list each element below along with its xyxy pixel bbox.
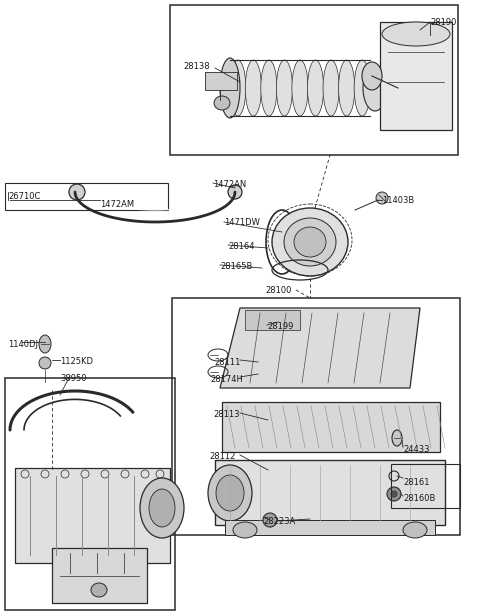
Ellipse shape (376, 192, 388, 204)
Text: 11403B: 11403B (382, 196, 414, 205)
Ellipse shape (140, 478, 184, 538)
Ellipse shape (149, 489, 175, 527)
Ellipse shape (382, 22, 450, 46)
Bar (222, 402, 440, 452)
Ellipse shape (69, 184, 85, 200)
Text: 28160B: 28160B (403, 494, 435, 503)
Ellipse shape (39, 357, 51, 369)
Text: 1472AM: 1472AM (100, 200, 134, 209)
Ellipse shape (233, 522, 257, 538)
Bar (215, 460, 445, 525)
Text: 1471DW: 1471DW (224, 218, 260, 227)
Ellipse shape (276, 60, 292, 116)
Ellipse shape (294, 227, 326, 257)
Bar (391, 464, 460, 508)
Text: 28112: 28112 (209, 452, 235, 461)
Ellipse shape (214, 96, 230, 110)
Text: 28174H: 28174H (210, 375, 243, 384)
Text: 28164: 28164 (228, 242, 254, 251)
Ellipse shape (308, 60, 324, 116)
Ellipse shape (354, 60, 370, 116)
Ellipse shape (39, 335, 51, 353)
Ellipse shape (323, 60, 339, 116)
Ellipse shape (392, 430, 402, 446)
Ellipse shape (292, 60, 308, 116)
Ellipse shape (391, 491, 397, 497)
Text: 28100: 28100 (265, 286, 291, 295)
Ellipse shape (220, 58, 240, 118)
Text: 28113: 28113 (213, 410, 240, 419)
Ellipse shape (230, 60, 246, 116)
Bar (245, 310, 300, 330)
Bar (225, 520, 435, 535)
Bar (170, 5, 458, 155)
Text: 1125KD: 1125KD (60, 357, 93, 366)
Text: 1472AN: 1472AN (213, 180, 246, 189)
Bar (172, 298, 460, 535)
Bar (5, 378, 175, 610)
Ellipse shape (362, 62, 382, 90)
Ellipse shape (363, 65, 387, 111)
Ellipse shape (284, 218, 336, 266)
Bar (205, 72, 237, 90)
Text: 28199: 28199 (267, 322, 293, 331)
Text: 26710C: 26710C (8, 192, 40, 201)
Ellipse shape (272, 208, 348, 276)
Bar (5, 183, 168, 210)
Text: 28138: 28138 (183, 62, 210, 71)
Text: 38950: 38950 (60, 374, 86, 383)
Ellipse shape (91, 583, 107, 597)
Ellipse shape (228, 185, 242, 199)
Ellipse shape (263, 513, 277, 527)
Text: 24433: 24433 (403, 445, 430, 454)
Text: 28111: 28111 (214, 358, 240, 367)
Ellipse shape (403, 522, 427, 538)
Ellipse shape (338, 60, 355, 116)
Text: 28161: 28161 (403, 478, 430, 487)
Ellipse shape (245, 60, 262, 116)
Ellipse shape (208, 465, 252, 521)
Ellipse shape (216, 475, 244, 511)
Ellipse shape (387, 487, 401, 501)
Text: 28223A: 28223A (263, 517, 295, 526)
Bar (15, 468, 170, 563)
Text: 28190: 28190 (430, 18, 456, 27)
Bar (380, 22, 452, 130)
Bar (52, 548, 147, 603)
Text: 1140DJ: 1140DJ (8, 340, 38, 349)
Text: 28165B: 28165B (220, 262, 252, 271)
Ellipse shape (261, 60, 277, 116)
Polygon shape (220, 308, 420, 388)
